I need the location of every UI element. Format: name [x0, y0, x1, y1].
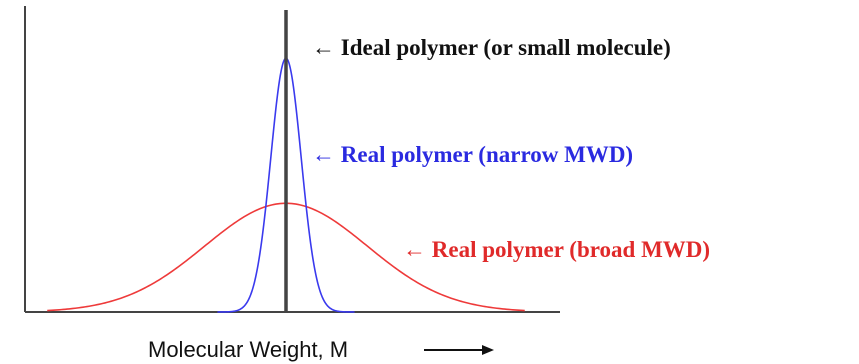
x-axis-arrow-head-icon — [482, 345, 494, 355]
annotation-narrow: ← Real polymer (narrow MWD) — [312, 142, 633, 167]
annotation-ideal: ← Ideal polymer (or small molecule) — [312, 35, 671, 60]
annotation-broad: ← Real polymer (broad MWD) — [403, 237, 710, 262]
x-axis-label: Molecular Weight, M — [148, 337, 348, 362]
